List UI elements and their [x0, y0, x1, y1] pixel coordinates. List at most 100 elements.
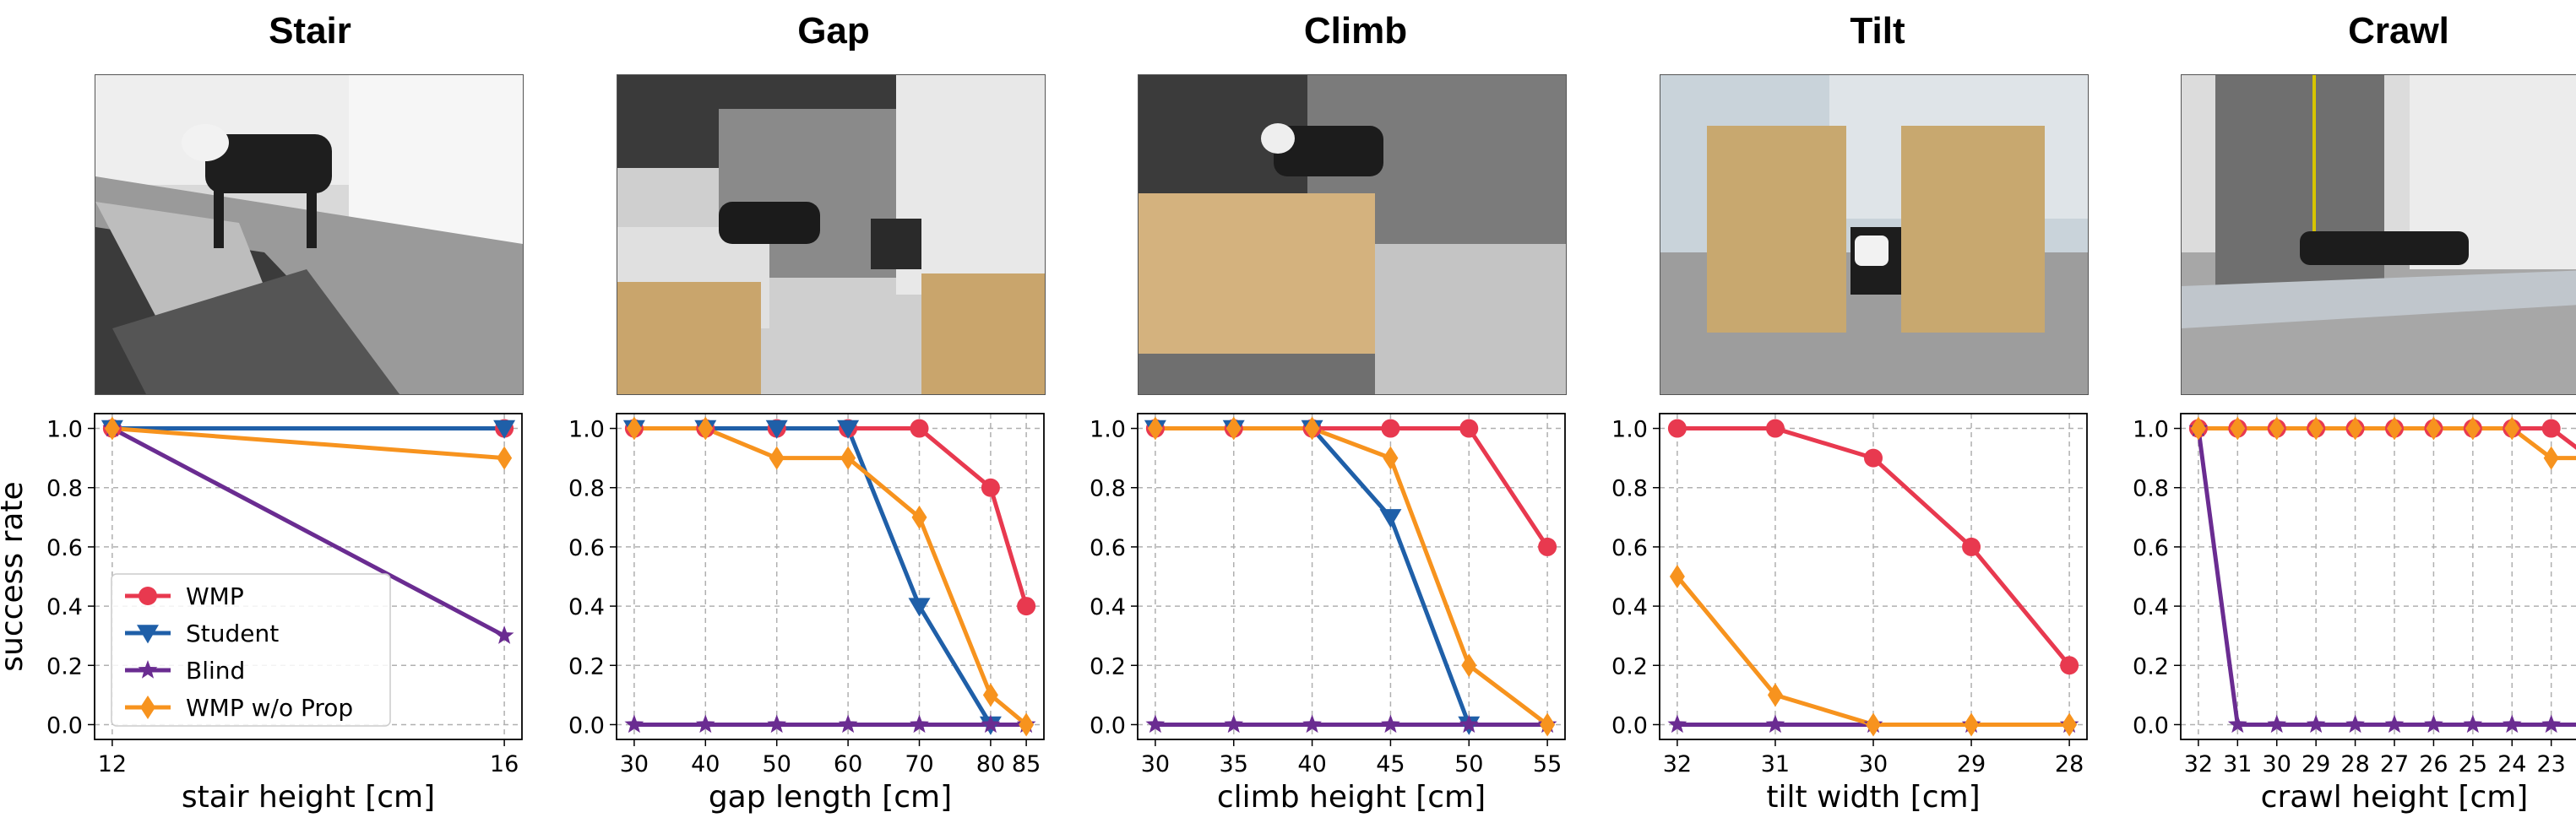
x-axis-label: crawl height [cm] [2261, 780, 2529, 815]
x-tick-label: 30 [2263, 751, 2291, 777]
data-point-wmp-w-o-prop [626, 416, 642, 441]
data-point-student [1379, 509, 1402, 528]
y-tick-label: 0.2 [46, 653, 83, 680]
y-tick-label: 0.8 [46, 476, 83, 502]
y-tick-label: 0.6 [46, 535, 83, 561]
data-point-wmp [1962, 537, 1981, 556]
data-point-blind [1224, 714, 1244, 734]
data-point-wmp [1667, 419, 1687, 438]
y-tick-label: 1.0 [1611, 417, 1648, 443]
data-point-wmp-w-o-prop [1669, 565, 1685, 588]
data-point-blind [910, 714, 929, 734]
x-axis-label: stair height [cm] [182, 780, 435, 815]
data-point-blind [1765, 714, 1785, 734]
data-point-blind [981, 714, 1001, 734]
tilt-photo [1660, 74, 2089, 395]
data-point-student [765, 420, 788, 439]
x-tick-label: 35 [1220, 751, 1248, 777]
chart-climb: 0.0 0.2 0.4 0.6 0.8 1.0 30 35 40 45 50 55 climb heig… [1090, 413, 1566, 815]
data-point-wmp-w-o-prop [104, 416, 120, 441]
y-tick-label: 0.0 [568, 712, 605, 739]
y-tick-label: 0.2 [1090, 653, 1126, 680]
x-tick-label: 50 [1454, 751, 1483, 777]
data-point-blind [838, 714, 858, 734]
data-point-wmp-w-o-prop [2190, 416, 2206, 441]
data-point-wmp-w-o-prop [1540, 712, 1556, 737]
series-line-wmp-w-o-prop [111, 426, 505, 461]
data-point-blind [1381, 714, 1400, 734]
panel-title-gap: Gap [797, 10, 870, 51]
y-tick-label: 0.8 [1090, 476, 1126, 502]
data-point-blind [1459, 714, 1479, 734]
y-tick-label: 0.4 [46, 594, 83, 620]
x-tick-label: 31 [2223, 751, 2252, 777]
data-point-blind [2227, 714, 2247, 734]
data-point-blind [1667, 714, 1687, 734]
y-tick-label: 0.2 [2133, 653, 2169, 680]
y-tick-label: 0.8 [1611, 476, 1648, 502]
y-tick-label: 0.4 [1090, 594, 1126, 620]
data-point-blind [2345, 714, 2365, 734]
legend-marker [139, 587, 157, 605]
data-point-wmp-w-o-prop [1019, 712, 1035, 737]
x-tick-label: 70 [905, 751, 933, 777]
x-axis-label: gap length [cm] [709, 780, 952, 815]
data-point-wmp [1765, 419, 1785, 438]
y-tick-label: 0.6 [1090, 535, 1126, 561]
data-point-wmp [1538, 537, 1557, 556]
y-tick-label: 1.0 [1090, 417, 1126, 443]
x-tick-label: 45 [1376, 751, 1405, 777]
climb-photo [1138, 74, 1567, 395]
x-tick-label: 55 [1533, 751, 1562, 777]
y-tick-label: 0.8 [2133, 476, 2169, 502]
legend-marker [138, 660, 158, 679]
legend-label: WMP w/o Prop [186, 694, 353, 722]
y-tick-label: 1.0 [568, 417, 605, 443]
legend: WMP Student Blind WMP w/o Prop [111, 573, 391, 727]
data-point-student [908, 598, 931, 617]
data-point-blind [2384, 714, 2405, 734]
x-tick-label: 50 [763, 751, 791, 777]
data-point-blind [1302, 714, 1322, 734]
x-tick-label: 32 [1663, 751, 1692, 777]
x-tick-label: 12 [98, 751, 127, 777]
data-point-blind [1145, 714, 1166, 734]
crawl-photo [2181, 74, 2576, 395]
data-point-wmp-w-o-prop [840, 446, 856, 470]
y-tick-label: 0.0 [2133, 712, 2169, 739]
legend-marker [140, 696, 155, 719]
data-point-blind [2463, 714, 2483, 734]
data-point-blind [2541, 714, 2562, 734]
data-point-wmp-w-o-prop [1767, 683, 1783, 707]
data-point-wmp-w-o-prop [911, 505, 927, 529]
data-point-wmp [2060, 656, 2079, 675]
y-tick-label: 0.0 [46, 712, 83, 739]
gap-photo [617, 74, 1046, 395]
x-tick-label: 80 [976, 751, 1005, 777]
panel-title-crawl: Crawl [2348, 10, 2449, 51]
series-line-student [633, 426, 993, 726]
data-point-student [493, 420, 516, 439]
data-point-wmp [1381, 419, 1400, 438]
data-point-wmp [1017, 597, 1036, 616]
plot-frame [2180, 413, 2576, 740]
x-tick-label: 30 [1859, 751, 1888, 777]
x-tick-label: 28 [2055, 751, 2084, 777]
x-tick-label: 23 [2537, 751, 2566, 777]
data-point-wmp-w-o-prop [2504, 416, 2520, 441]
y-tick-label: 0.4 [568, 594, 605, 620]
panel-title-tilt: Tilt [1850, 10, 1905, 51]
legend-marker [137, 625, 159, 644]
data-point-wmp-w-o-prop [982, 683, 998, 707]
data-point-wmp-w-o-prop [2308, 416, 2324, 441]
series-line-wmp-w-o-prop [1155, 426, 1549, 727]
data-point-wmp-w-o-prop [2347, 416, 2363, 441]
x-tick-label: 26 [2419, 751, 2448, 777]
data-point-wmp-w-o-prop [1226, 416, 1242, 441]
data-point-wmp-w-o-prop [2230, 416, 2246, 441]
plot-frame [94, 413, 523, 740]
y-tick-label: 0.6 [2133, 535, 2169, 561]
x-tick-label: 40 [691, 751, 720, 777]
data-point-blind [2306, 714, 2326, 734]
x-tick-label: 24 [2497, 751, 2526, 777]
